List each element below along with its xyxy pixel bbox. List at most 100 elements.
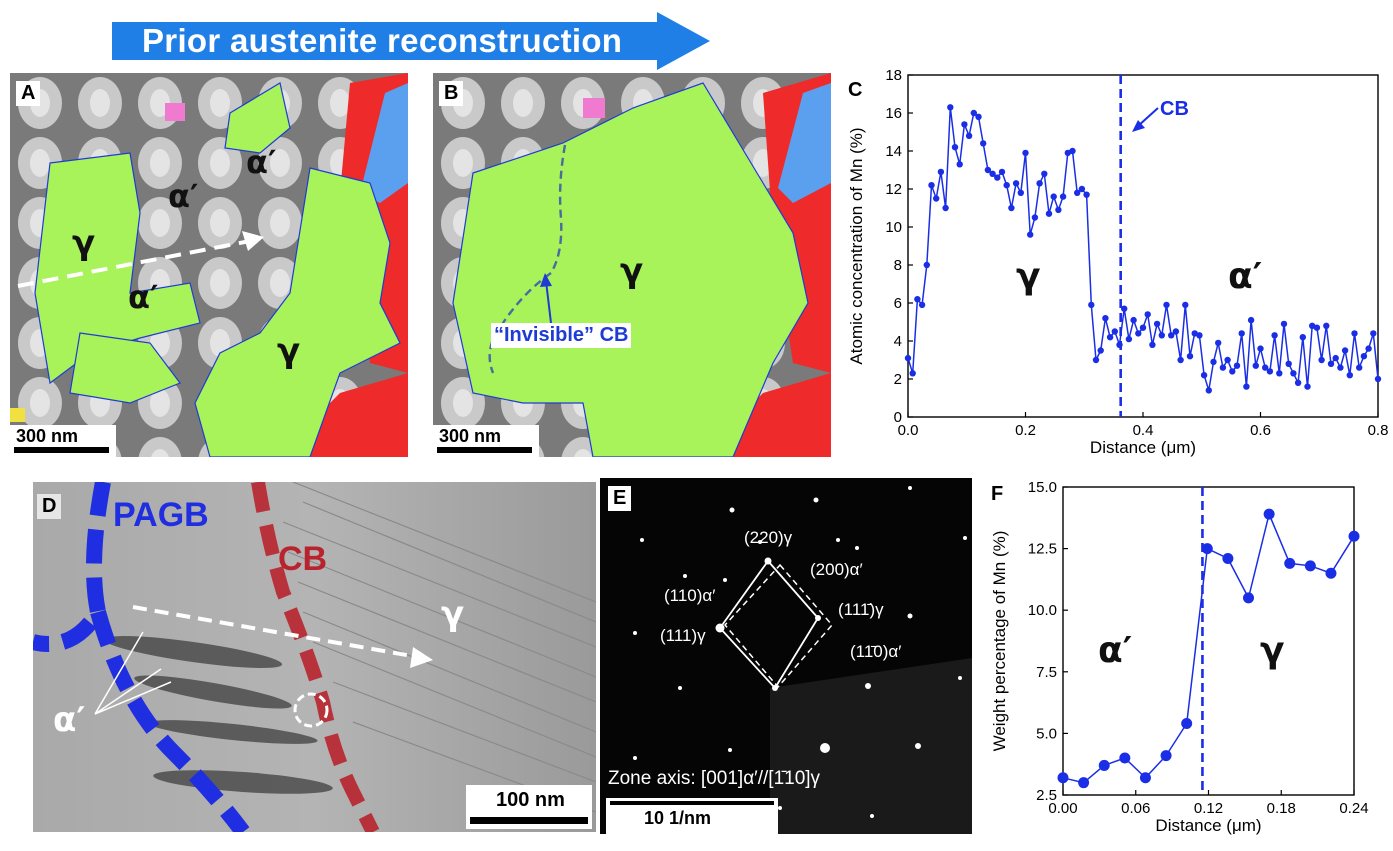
- panel-f-letter: F: [991, 483, 1004, 505]
- data-point: [1224, 356, 1231, 364]
- data-point: [1135, 330, 1142, 337]
- data-point: [1177, 356, 1184, 364]
- panel-a-scalebar-line: [14, 447, 109, 453]
- panel-b-gamma-label: γ: [620, 251, 644, 291]
- panel-b-reconstructed-map: B γ “Invisible” CB 300 nm: [433, 73, 831, 457]
- data-point: [923, 261, 930, 269]
- panel-c-chart: 0.0 0.2 0.4 0.6 0.8 0 2 4 6 8 10 12 14 16 18 Distance (…: [840, 67, 1393, 478]
- data-point: [1215, 339, 1222, 347]
- data-point: [1263, 508, 1275, 520]
- panel-a-map-graphic: [10, 73, 408, 457]
- panel-b-scalebar-label: 300 nm: [439, 426, 502, 446]
- panel-a-gamma-label-right: γ: [277, 331, 301, 371]
- data-point: [1121, 305, 1128, 312]
- x-tick-label: 0.06: [1121, 800, 1150, 817]
- data-point: [1116, 341, 1123, 348]
- data-point: [1294, 379, 1302, 386]
- panel-d-gamma-label: γ: [441, 594, 465, 634]
- data-point: [1219, 364, 1227, 371]
- panel-e-spot-11-1bar-gamma: (111̄)γ: [838, 600, 884, 619]
- panel-c-gamma-label: γ: [1016, 256, 1041, 297]
- panel-c-cb-label: CB: [1160, 98, 1189, 120]
- panel-a-alpha-label-right: α′: [246, 143, 277, 181]
- panel-e-spot-1-1bar0-alpha: (11̄0)α′: [850, 642, 902, 661]
- data-point: [1323, 322, 1330, 329]
- banner-arrow-shape: [112, 12, 710, 70]
- data-point: [1318, 356, 1325, 364]
- y-tick-label: 10: [885, 219, 902, 236]
- data-point: [975, 113, 982, 120]
- panel-d-scalebar-label: 100 nm: [496, 789, 565, 811]
- data-point: [1325, 567, 1337, 579]
- panel-e-spot-200-alpha: (200)α′: [810, 560, 863, 579]
- data-point: [947, 104, 954, 111]
- panel-a-scalebar-label: 300 nm: [16, 426, 79, 446]
- data-point: [1163, 301, 1170, 309]
- y-tick-label: 2: [894, 371, 902, 388]
- data-point: [1290, 370, 1297, 377]
- data-point: [961, 121, 968, 128]
- y-axis-label: Atomic concentration of Mn (%): [847, 127, 866, 364]
- x-tick-label: 0.4: [1133, 422, 1154, 439]
- panel-e-diffraction: E (220)γ (200)α′ (110)α′ (111)γ (111̄)γ …: [600, 478, 972, 834]
- data-point: [1181, 718, 1193, 730]
- panel-c-alpha-label: α′: [1228, 256, 1263, 297]
- data-point: [1313, 324, 1321, 331]
- data-point: [1271, 332, 1278, 339]
- data-point: [1017, 189, 1024, 196]
- data-point: [956, 161, 963, 168]
- data-point: [1351, 330, 1358, 337]
- data-point: [1092, 356, 1100, 364]
- panel-d-letter: D: [37, 494, 62, 519]
- data-point: [1285, 360, 1292, 367]
- data-point: [1057, 772, 1069, 784]
- y-tick-label: 16: [885, 105, 902, 122]
- cb-arrow-line: [1137, 107, 1159, 127]
- data-point: [970, 109, 977, 117]
- data-point: [1102, 315, 1109, 322]
- panel-f-gamma-label: γ: [1260, 630, 1285, 671]
- data-point: [1247, 316, 1255, 324]
- panel-e-letter: E: [608, 486, 632, 511]
- data-point: [984, 166, 992, 174]
- data-point: [1210, 358, 1217, 366]
- data-point: [1205, 387, 1212, 394]
- y-tick-label: 5.0: [1036, 725, 1057, 742]
- panel-b-scalebar: 300 nm: [433, 425, 539, 457]
- data-point: [1356, 364, 1363, 371]
- y-tick-label: 18: [885, 68, 902, 84]
- panel-d-tem-image: D PAGB CB γ α′ 100 nm: [33, 482, 596, 832]
- data-point: [1370, 330, 1377, 337]
- data-point: [1257, 345, 1264, 352]
- data-point: [1327, 360, 1335, 367]
- x-axis-label: Distance (μm): [1155, 816, 1261, 835]
- y-tick-label: 12.5: [1028, 541, 1057, 558]
- data-point: [1083, 191, 1090, 198]
- data-point: [1139, 324, 1147, 331]
- data-point: [1008, 204, 1015, 212]
- data-point: [1365, 345, 1372, 352]
- data-point: [1078, 777, 1090, 789]
- data-point: [1304, 560, 1316, 572]
- x-tick-label: 0.24: [1339, 800, 1368, 817]
- panel-a-letter: A: [16, 81, 41, 106]
- panel-d-cb-label: CB: [278, 540, 328, 578]
- data-point: [937, 168, 945, 176]
- data-point: [1098, 759, 1110, 771]
- data-point: [1348, 530, 1360, 542]
- data-point: [1243, 592, 1255, 604]
- panel-e-scalebar-line: [610, 801, 774, 805]
- y-tick-label: 4: [894, 333, 902, 350]
- data-point: [1069, 147, 1076, 155]
- data-point: [1299, 334, 1306, 341]
- panel-e-zone-axis: Zone axis: [001]α′//[1̄10]γ: [608, 768, 821, 789]
- data-point: [1196, 332, 1203, 339]
- data-point: [965, 132, 973, 139]
- data-point: [1201, 543, 1213, 555]
- data-point: [1078, 185, 1086, 193]
- data-point: [1027, 231, 1034, 238]
- data-point: [1111, 328, 1118, 335]
- panel-f-chart-svg: 0.00 0.06 0.12 0.18 0.24 2.5 5.0 7.5 10.0 12.5 15.…: [990, 479, 1369, 835]
- y-tick-label: 14: [885, 143, 902, 160]
- data-point: [1346, 372, 1353, 379]
